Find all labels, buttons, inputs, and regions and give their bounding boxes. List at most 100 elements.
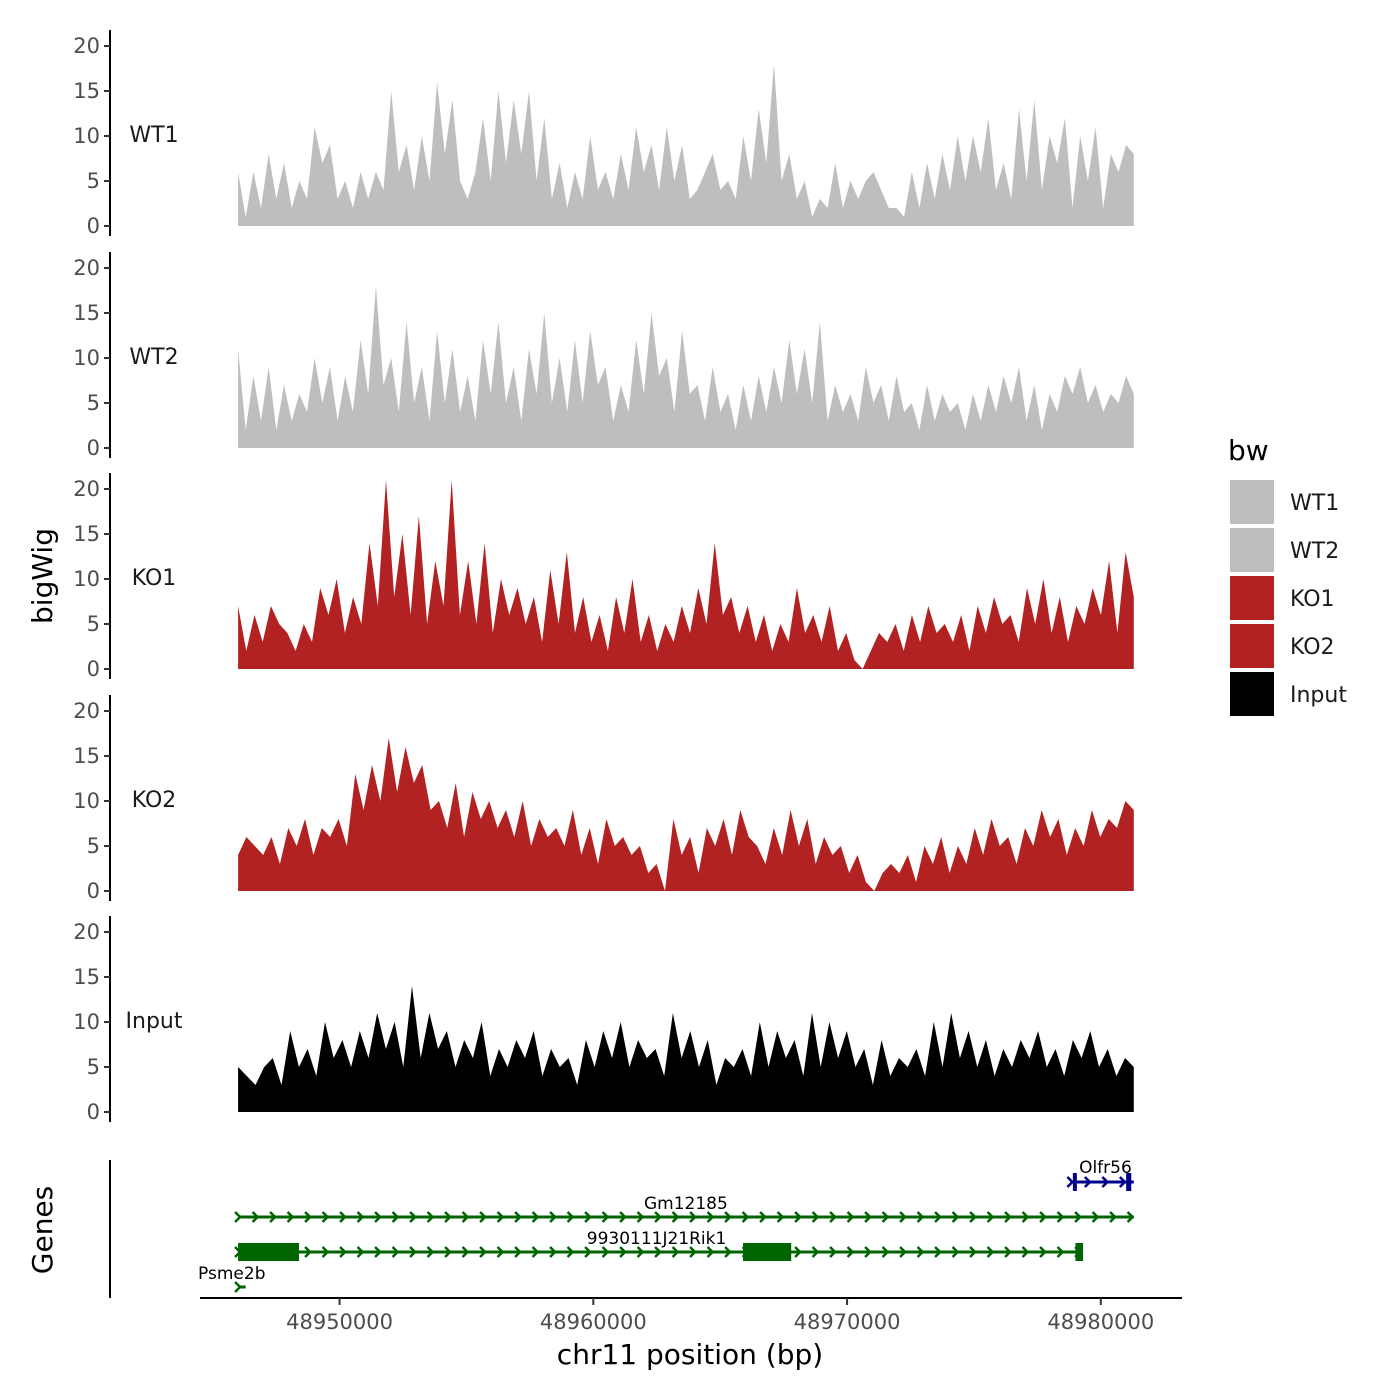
strand-arrow — [461, 1246, 470, 1258]
track-label: KO2 — [132, 788, 177, 813]
signal-area-ko2 — [238, 738, 1134, 891]
strand-arrow — [374, 1211, 382, 1223]
strand-arrow — [706, 1246, 715, 1258]
strand-arrow — [479, 1246, 487, 1258]
strand-arrow — [969, 1211, 977, 1223]
strand-arrow — [689, 1246, 697, 1258]
strand-arrow — [391, 1211, 400, 1223]
strand-arrow — [951, 1211, 960, 1223]
strand-arrow — [234, 1211, 242, 1223]
signal-area-input — [238, 986, 1134, 1112]
signal-area-wt1 — [238, 64, 1134, 226]
gene-9930111j21rik1: 9930111J21Rik1 — [234, 1229, 1084, 1261]
strand-arrow — [234, 1281, 242, 1293]
signal-area-ko1 — [238, 480, 1134, 669]
gene-label: Psme2b — [198, 1264, 265, 1284]
strand-arrow — [724, 1211, 732, 1223]
strand-arrow — [969, 1246, 977, 1258]
x-tick-label: 48970000 — [794, 1310, 901, 1334]
strand-arrow — [619, 1246, 627, 1258]
track-label: Input — [126, 1009, 183, 1034]
y-tick-label: 0 — [87, 214, 100, 238]
strand-arrow — [776, 1211, 785, 1223]
strand-arrow — [514, 1246, 522, 1258]
y-tick-label: 0 — [87, 657, 100, 681]
track-ko2: 0 5 10 15 20 KO2 — [73, 695, 1134, 903]
strand-arrow — [531, 1246, 540, 1258]
x-tick-label: 48950000 — [286, 1310, 393, 1334]
strand-arrow — [601, 1246, 610, 1258]
legend-label: KO2 — [1290, 635, 1335, 660]
y-tick-label: 20 — [73, 920, 100, 944]
strand-arrow — [374, 1246, 382, 1258]
x-axis-title: chr11 position (bp) — [557, 1338, 823, 1371]
gene-exon — [743, 1243, 792, 1261]
strand-arrow — [426, 1246, 435, 1258]
signal-area-wt2 — [238, 286, 1134, 448]
y-tick-label: 0 — [87, 879, 100, 903]
y-tick-label: 20 — [73, 34, 100, 58]
gene-exon — [1126, 1173, 1132, 1191]
strand-arrow — [1004, 1246, 1012, 1258]
strand-arrow — [846, 1246, 855, 1258]
genes-axis-title: Genes — [26, 1186, 59, 1274]
strand-arrow — [409, 1211, 417, 1223]
strand-arrow — [601, 1211, 610, 1223]
strand-arrow — [619, 1211, 627, 1223]
strand-arrow — [1101, 1176, 1110, 1188]
gene-exon — [238, 1243, 299, 1261]
legend: bw WT1 WT2 KO1 KO2 Input — [1228, 434, 1347, 716]
gene-gm12185: Gm12185 — [234, 1194, 1135, 1223]
strand-arrow — [479, 1211, 487, 1223]
strand-arrow — [916, 1246, 925, 1258]
strand-arrow — [986, 1211, 995, 1223]
y-tick-label: 20 — [73, 699, 100, 723]
strand-arrow — [286, 1211, 295, 1223]
strand-arrow — [881, 1246, 890, 1258]
strand-arrow — [811, 1211, 820, 1223]
strand-arrow — [1039, 1211, 1047, 1223]
strand-arrow — [1039, 1246, 1047, 1258]
legend-key-wt2 — [1230, 528, 1274, 572]
y-tick-label: 5 — [87, 391, 100, 415]
bigwig-tracks: 0 5 10 15 20 WT1 0 5 10 15 20 WT2 0 5 10 15 20 KO1 0 5 10 15 2… — [73, 30, 1134, 1124]
strand-arrow — [934, 1211, 942, 1223]
y-tick-label: 10 — [73, 789, 100, 813]
y-tick-label: 5 — [87, 1055, 100, 1079]
y-tick-label: 15 — [73, 965, 100, 989]
gene-olfr56: Olfr56 — [1066, 1158, 1134, 1191]
strand-arrow — [1126, 1211, 1135, 1223]
strand-arrow — [1091, 1211, 1100, 1223]
legend-key-wt1 — [1230, 480, 1274, 524]
legend-key-input — [1230, 672, 1274, 716]
strand-arrow — [409, 1246, 417, 1258]
strand-arrow — [741, 1211, 750, 1223]
strand-arrow — [846, 1211, 855, 1223]
strand-arrow — [304, 1211, 312, 1223]
y-tick-label: 20 — [73, 477, 100, 501]
strand-arrow — [759, 1211, 767, 1223]
gene-label: 9930111J21Rik1 — [587, 1229, 727, 1249]
genes-panel: Olfr56 Gm12185 9930111J21Rik1 Psme2b — [109, 1158, 1135, 1298]
strand-arrow — [566, 1211, 575, 1223]
strand-arrow — [1109, 1211, 1117, 1223]
legend-label: WT1 — [1290, 491, 1339, 516]
strand-arrow — [829, 1246, 837, 1258]
legend-label: KO1 — [1290, 587, 1335, 612]
y-tick-label: 0 — [87, 436, 100, 460]
strand-arrow — [496, 1211, 505, 1223]
y-tick-label: 20 — [73, 256, 100, 280]
strand-arrow — [811, 1246, 820, 1258]
strand-arrow — [899, 1246, 907, 1258]
strand-arrow — [269, 1211, 277, 1223]
strand-arrow — [496, 1246, 505, 1258]
gene-exon — [1075, 1243, 1084, 1261]
strand-arrow — [1004, 1211, 1012, 1223]
strand-arrow — [864, 1246, 872, 1258]
x-tick-label: 48980000 — [1047, 1310, 1154, 1334]
strand-arrow — [689, 1211, 697, 1223]
strand-arrow — [251, 1211, 260, 1223]
strand-arrow — [951, 1246, 960, 1258]
strand-arrow — [356, 1211, 365, 1223]
